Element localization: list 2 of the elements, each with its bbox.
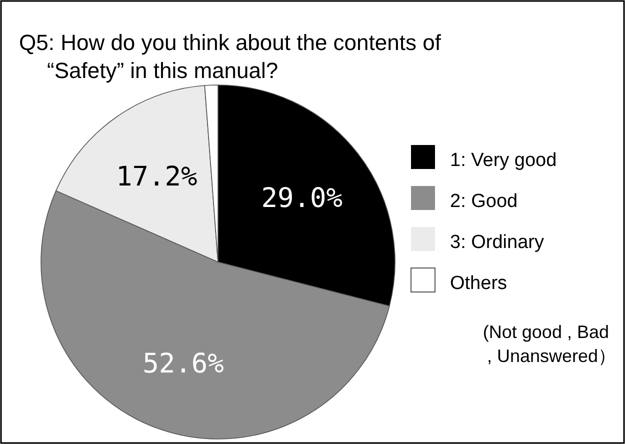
- title: Q5: How do you think about the contents of “Safety” in this manual?: [19, 30, 441, 83]
- note: (Not good , Bad , Unanswered）: [482, 322, 616, 366]
